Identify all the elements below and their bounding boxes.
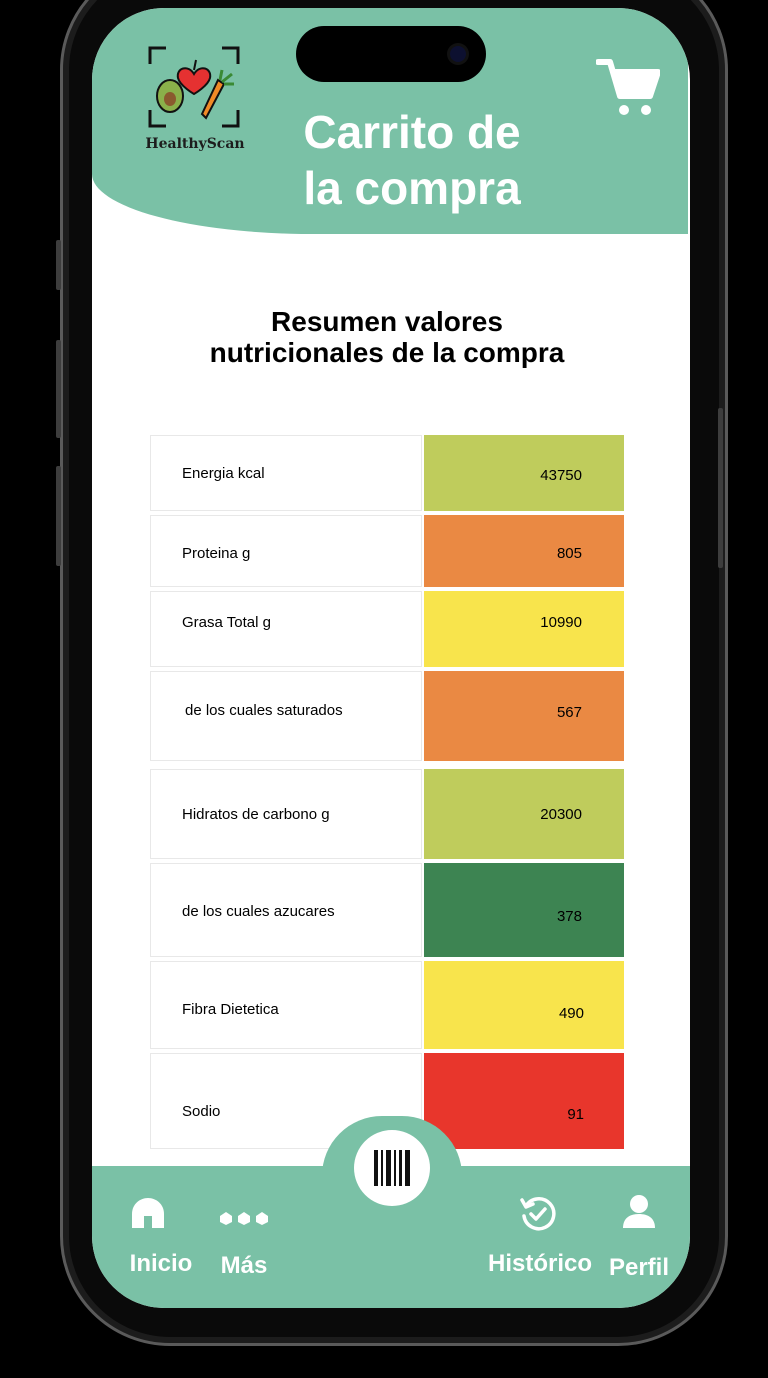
- nutrient-value-cell: 43750: [424, 435, 624, 511]
- nutrient-label-cell: de los cuales saturados: [150, 671, 422, 761]
- nutrient-value-cell: 490: [424, 961, 624, 1049]
- nutrient-value: 43750: [540, 467, 582, 484]
- healthyscan-logo-icon: [148, 46, 240, 128]
- nutrient-value-cell: 91: [424, 1053, 624, 1149]
- nutrient-row-protein: Proteina g 805: [150, 515, 626, 587]
- nutrient-value: 10990: [540, 614, 582, 631]
- nutrient-label-cell: Hidratos de carbono g: [150, 769, 422, 859]
- camera-icon: [450, 46, 466, 62]
- nutrient-label: Fibra Dietetica: [182, 1001, 279, 1018]
- nutrient-row-energy: Energia kcal 43750: [150, 435, 626, 511]
- app-screen: HealthyScan Carrito de la compra Resumen…: [92, 8, 690, 1308]
- nav-perfil-label: Perfil: [608, 1254, 670, 1281]
- nutrient-value-cell: 567: [424, 671, 624, 761]
- nutrient-label-cell: de los cuales azucares: [150, 863, 422, 957]
- nutrient-value: 91: [567, 1106, 584, 1123]
- nav-historico-label: Histórico: [487, 1250, 592, 1277]
- nutrient-label-cell: Proteina g: [150, 515, 422, 587]
- nutrient-row-saturated: de los cuales saturados 567: [150, 671, 626, 761]
- nutrient-value-cell: 10990: [424, 591, 624, 667]
- nutrient-value: 378: [556, 908, 582, 925]
- nutrient-value-cell: 805: [424, 515, 624, 587]
- nutrient-row-fiber: Fibra Dietetica 490: [150, 961, 626, 1049]
- nutrient-row-carbs: Hidratos de carbono g 20300: [150, 769, 626, 859]
- home-icon: [132, 1198, 164, 1228]
- nutrient-value: 567: [556, 704, 582, 721]
- nutrient-label-cell: Grasa Total g: [150, 591, 422, 667]
- nav-inicio[interactable]: Inicio: [106, 1196, 216, 1277]
- side-button: [718, 408, 723, 568]
- nutrient-row-sugars: de los cuales azucares 378: [150, 863, 626, 957]
- nav-historico[interactable]: Histórico: [478, 1196, 602, 1277]
- nutrient-label: Energia kcal: [182, 465, 265, 482]
- summary-title: Resumen valores nutricionales de la comp…: [209, 306, 565, 368]
- barcode-scan-button[interactable]: [354, 1130, 430, 1206]
- nav-inicio-label: Inicio: [129, 1250, 193, 1277]
- shopping-cart-icon[interactable]: [596, 58, 660, 116]
- nutrient-label-cell: Fibra Dietetica: [150, 961, 422, 1049]
- nutrient-value: 805: [556, 545, 582, 562]
- logo-text: HealthyScan: [145, 136, 245, 152]
- more-dots-icon: [220, 1212, 268, 1225]
- side-button: [56, 466, 61, 566]
- nutrient-label: Hidratos de carbono g: [182, 806, 330, 823]
- dynamic-island: [296, 26, 486, 82]
- barcode-icon: [374, 1150, 410, 1186]
- nutrient-row-fat: Grasa Total g 10990: [150, 591, 626, 667]
- nav-perfil[interactable]: Perfil: [600, 1194, 678, 1281]
- side-button: [56, 340, 61, 438]
- nutrient-label: de los cuales saturados: [185, 702, 343, 719]
- nutrient-label: de los cuales azucares: [182, 903, 335, 920]
- nutrient-value-cell: 20300: [424, 769, 624, 859]
- nutrient-value: 490: [558, 1005, 584, 1022]
- page-title: Carrito de la compra: [303, 106, 521, 214]
- nutrient-label-cell: Energia kcal: [150, 435, 422, 511]
- profile-icon: [623, 1195, 655, 1228]
- history-icon: [520, 1197, 556, 1231]
- nav-mas[interactable]: Más: [198, 1206, 290, 1286]
- nav-mas-label: Más: [220, 1252, 268, 1279]
- nutrient-label: Sodio: [182, 1103, 221, 1120]
- nutrient-label: Grasa Total g: [182, 614, 271, 631]
- side-button: [56, 240, 61, 290]
- nutrient-value: 20300: [540, 806, 582, 823]
- nutrient-label: Proteina g: [182, 545, 251, 562]
- nutrient-value-cell: 378: [424, 863, 624, 957]
